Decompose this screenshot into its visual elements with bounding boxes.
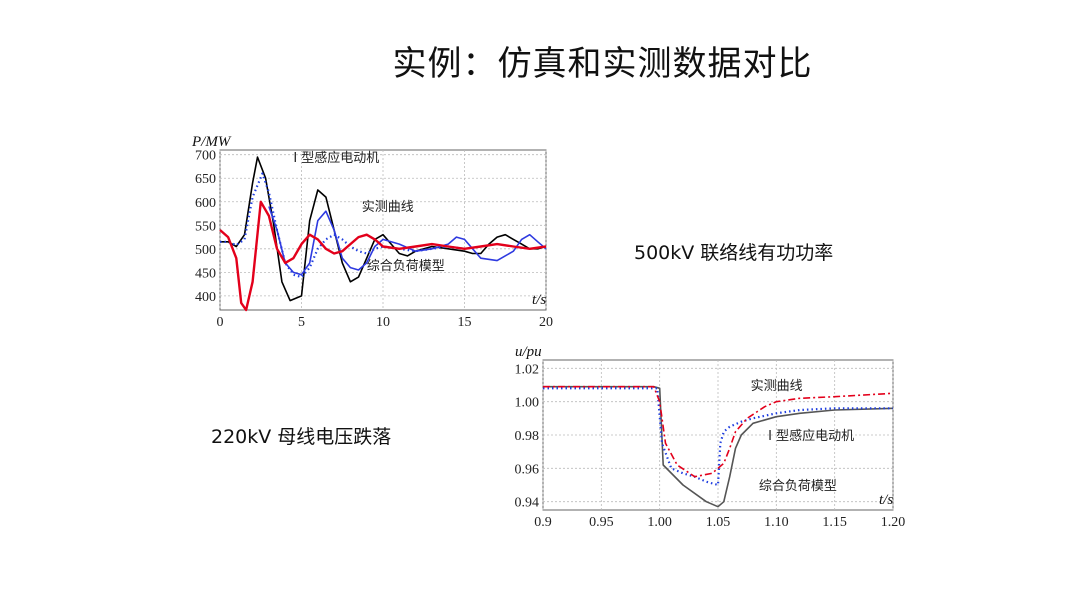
y-tick-label: 400 (195, 290, 216, 305)
y-tick-label: 600 (195, 196, 216, 211)
y-axis-label: P/MW (191, 134, 232, 150)
annotation-label: 综合负荷模型 (367, 259, 445, 274)
y-tick-label: 500 (195, 243, 216, 258)
y-tick-label: 0.98 (515, 429, 540, 444)
annotation-label: 综合负荷模型 (759, 479, 837, 494)
x-tick-label: 15 (458, 315, 472, 330)
series-line-0 (543, 385, 894, 508)
series-line-2 (543, 385, 894, 478)
series-line-2 (268, 206, 547, 276)
y-tick-label: 700 (195, 149, 216, 164)
annotation-label: I 型感应电动机 (768, 428, 854, 444)
annotation-label: I 型感应电动机 (293, 150, 379, 166)
annotation-label: 实测曲线 (362, 200, 414, 215)
series-line-3 (219, 200, 547, 312)
x-tick-label: 1.05 (706, 515, 731, 530)
x-tick-label: 10 (376, 315, 390, 330)
x-tick-label: 1.00 (647, 515, 672, 530)
slide-title: 实例：仿真和实测数据对比 (392, 44, 813, 84)
y-tick-label: 650 (195, 172, 216, 187)
y-tick-label: 550 (195, 219, 216, 234)
x-axis-label: t/s (532, 292, 546, 308)
x-tick-label: 1.15 (822, 515, 847, 530)
caption-voltage-sag: 220kV 母线电压跌落 (211, 426, 392, 448)
x-axis-label: t/s (879, 492, 893, 508)
y-tick-label: 450 (195, 266, 216, 281)
x-tick-label: 5 (298, 315, 305, 330)
caption-transfer-power: 500kV 联络线有功功率 (634, 242, 834, 264)
y-tick-label: 1.02 (515, 362, 540, 377)
voltage-chart: 0.9 0.95 1.00 1.05 1.10 1.15 1.20 0.94 0.96 0.98 1… (515, 344, 906, 530)
x-tick-label: 1.20 (881, 515, 906, 530)
y-axis-label: u/pu (515, 344, 542, 360)
x-tick-label: 0.9 (534, 515, 552, 530)
y-tick-label: 0.94 (515, 496, 540, 511)
x-tick-label: 1.10 (764, 515, 789, 530)
y-tick-label: 1.00 (515, 396, 540, 411)
x-tick-label: 0 (217, 315, 224, 330)
y-tick-label: 0.96 (515, 462, 540, 477)
x-tick-label: 20 (539, 315, 553, 330)
annotation-label: 实测曲线 (751, 379, 803, 394)
x-tick-label: 0.95 (589, 515, 614, 530)
